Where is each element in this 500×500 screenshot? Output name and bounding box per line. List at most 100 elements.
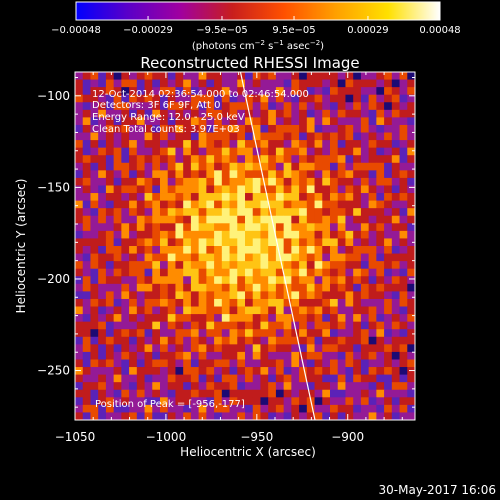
heatmap-cell xyxy=(391,253,400,262)
heatmap-cell xyxy=(129,314,138,323)
heatmap-cell xyxy=(152,344,161,353)
heatmap-cell xyxy=(136,351,145,360)
heatmap-cell xyxy=(98,193,107,202)
heatmap-cell xyxy=(368,367,377,376)
heatmap-cell xyxy=(82,404,91,413)
heatmap-cell xyxy=(330,397,339,406)
heatmap-cell xyxy=(384,253,393,262)
heatmap-cell xyxy=(306,155,315,164)
heatmap-cell xyxy=(82,109,91,118)
heatmap-cell xyxy=(206,261,215,270)
heatmap-cell xyxy=(345,230,354,239)
heatmap-cell xyxy=(129,87,138,96)
heatmap-cell xyxy=(260,314,269,323)
heatmap-cell xyxy=(121,268,130,277)
heatmap-cell xyxy=(399,170,408,179)
heatmap-cell xyxy=(214,230,223,239)
heatmap-cell xyxy=(291,276,300,285)
heatmap-cell xyxy=(206,223,215,232)
heatmap-cell xyxy=(129,404,138,413)
heatmap-cell xyxy=(330,268,339,277)
heatmap-cell xyxy=(245,314,254,323)
heatmap-cell xyxy=(275,283,285,292)
heatmap-cell xyxy=(368,329,377,338)
heatmap-cell xyxy=(175,374,184,383)
heatmap-cell xyxy=(105,374,115,383)
heatmap-cell xyxy=(345,170,354,179)
heatmap-cell xyxy=(260,382,269,391)
heatmap-cell xyxy=(260,102,269,111)
heatmap-cell xyxy=(75,374,84,383)
heatmap-cell xyxy=(144,124,153,133)
heatmap-cell xyxy=(275,397,285,406)
heatmap-cell xyxy=(360,79,370,88)
heatmap-cell xyxy=(75,344,84,353)
heatmap-cell xyxy=(175,208,184,217)
heatmap-cell xyxy=(82,124,91,133)
heatmap-cell xyxy=(98,329,107,338)
heatmap-cell xyxy=(391,412,400,420)
heatmap-cell xyxy=(407,94,415,103)
heatmap-cell xyxy=(167,382,176,391)
heatmap-cell xyxy=(330,200,339,209)
heatmap-cell xyxy=(152,215,161,224)
heatmap-cell xyxy=(391,268,400,277)
heatmap-cell xyxy=(121,351,130,360)
heatmap-cell xyxy=(121,140,130,149)
heatmap-cell xyxy=(206,268,215,277)
heatmap-cell xyxy=(268,351,277,360)
heatmap-cell xyxy=(160,389,169,398)
heatmap-cell xyxy=(105,382,115,391)
heatmap-cell xyxy=(299,208,308,217)
heatmap-cell xyxy=(121,94,130,103)
heatmap-cell xyxy=(268,298,277,307)
heatmap-cell xyxy=(82,185,91,194)
heatmap-cell xyxy=(98,246,107,254)
heatmap-cell xyxy=(345,306,354,315)
heatmap-cell xyxy=(229,109,238,118)
heatmap-cell xyxy=(152,374,161,383)
heatmap-cell xyxy=(175,162,184,171)
heatmap-cells xyxy=(75,72,415,420)
heatmap-cell xyxy=(229,147,238,156)
heatmap-cell xyxy=(90,246,99,254)
heatmap-cell xyxy=(183,124,192,133)
heatmap-cell xyxy=(121,389,130,398)
heatmap-cell xyxy=(345,162,354,171)
heatmap-cell xyxy=(407,359,415,368)
heatmap-cell xyxy=(136,336,145,345)
heatmap-cell xyxy=(268,124,277,133)
heatmap-cell xyxy=(206,397,215,406)
heatmap-cell xyxy=(322,109,331,118)
heatmap-cell xyxy=(353,185,362,194)
heatmap-cell xyxy=(391,344,400,353)
heatmap-cell xyxy=(152,208,161,217)
heatmap-cell xyxy=(152,298,161,307)
heatmap-cell xyxy=(144,367,153,376)
heatmap-cell xyxy=(337,389,346,398)
heatmap-cell xyxy=(183,329,192,338)
heatmap-cell xyxy=(198,230,207,239)
heatmap-cell xyxy=(299,162,308,171)
heatmap-cell xyxy=(214,276,223,285)
heatmap-cell xyxy=(198,283,207,292)
heatmap-cell xyxy=(275,306,285,315)
heatmap-cell xyxy=(399,215,408,224)
heatmap-cell xyxy=(190,389,200,398)
heatmap-cell xyxy=(391,102,400,111)
heatmap-cell xyxy=(183,185,192,194)
heatmap-cell xyxy=(206,389,215,398)
heatmap-cell xyxy=(407,215,415,224)
heatmap-cell xyxy=(214,109,223,118)
heatmap-cell xyxy=(190,246,200,254)
heatmap-cell xyxy=(214,162,223,171)
heatmap-cell xyxy=(360,321,370,330)
heatmap-cell xyxy=(260,351,269,360)
heatmap-cell xyxy=(314,79,323,88)
heatmap-cell xyxy=(283,359,292,368)
heatmap-cell xyxy=(245,193,254,202)
heatmap-cell xyxy=(183,351,192,360)
heatmap-cell xyxy=(399,124,408,133)
heatmap-cell xyxy=(136,306,145,315)
heatmap-cell xyxy=(353,283,362,292)
